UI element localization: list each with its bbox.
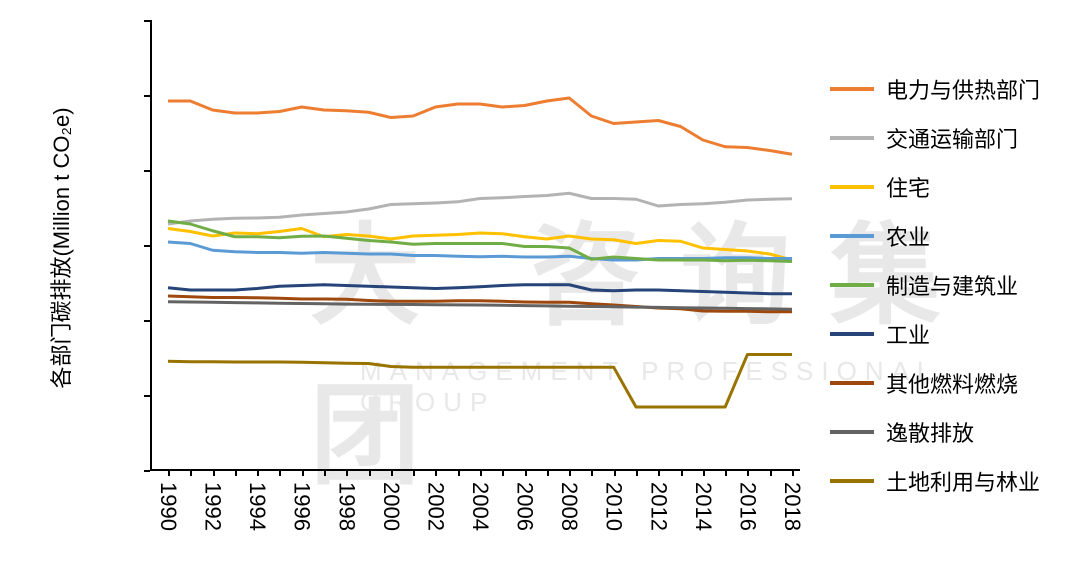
legend-swatch — [830, 234, 874, 238]
x-tick-mark — [658, 470, 660, 476]
x-tick-mark — [346, 470, 348, 476]
x-tick-mark — [168, 470, 170, 476]
legend-label: 制造与建筑业 — [886, 269, 1018, 301]
x-tick-label: 2006 — [512, 482, 538, 531]
x-tick-mark — [747, 470, 749, 476]
x-tick-label: 2008 — [556, 482, 582, 531]
x-tick-label: 2018 — [779, 482, 805, 531]
legend-label: 电力与供热部门 — [886, 73, 1040, 105]
x-tick-label: 2010 — [601, 482, 627, 531]
x-tick-label: 2000 — [378, 482, 404, 531]
x-tick-mark — [302, 470, 304, 476]
legend-item: 交通运输部门 — [830, 113, 1040, 162]
x-tick-label: 1996 — [289, 482, 315, 531]
x-tick-mark — [279, 470, 281, 476]
x-tick-mark — [435, 470, 437, 476]
x-tick-mark — [480, 470, 482, 476]
legend-label: 农业 — [886, 220, 930, 252]
legend-swatch — [830, 430, 874, 434]
legend-item: 电力与供热部门 — [830, 64, 1040, 113]
y-tick-mark — [144, 20, 150, 22]
legend-label: 住宅 — [886, 171, 930, 203]
x-tick-mark — [725, 470, 727, 476]
series-line — [168, 285, 792, 294]
y-axis-label: 各部门碳排放(Million t CO₂e) — [44, 48, 76, 448]
y-tick-mark — [144, 395, 150, 397]
x-tick-mark — [636, 470, 638, 476]
legend-swatch — [830, 185, 874, 189]
x-tick-mark — [391, 470, 393, 476]
x-tick-mark — [792, 470, 794, 476]
y-tick-mark — [144, 320, 150, 322]
x-tick-mark — [213, 470, 215, 476]
legend-swatch — [830, 381, 874, 385]
legend: 电力与供热部门交通运输部门住宅农业制造与建筑业工业其他燃料燃烧逸散排放土地利用与… — [830, 64, 1040, 505]
legend-item: 农业 — [830, 211, 1040, 260]
x-tick-label: 2004 — [467, 482, 493, 531]
x-tick-label: 1990 — [155, 482, 181, 531]
x-tick-mark — [257, 470, 259, 476]
plot-area — [150, 20, 800, 470]
x-tick-mark — [547, 470, 549, 476]
x-tick-label: 1998 — [333, 482, 359, 531]
line-series-svg — [150, 20, 800, 470]
x-tick-mark — [681, 470, 683, 476]
x-tick-mark — [413, 470, 415, 476]
legend-item: 其他燃料燃烧 — [830, 358, 1040, 407]
legend-swatch — [830, 283, 874, 287]
x-tick-mark — [190, 470, 192, 476]
x-tick-label: 1994 — [244, 482, 270, 531]
legend-item: 工业 — [830, 309, 1040, 358]
legend-label: 交通运输部门 — [886, 122, 1018, 154]
legend-item: 制造与建筑业 — [830, 260, 1040, 309]
x-tick-mark — [703, 470, 705, 476]
x-tick-label: 2016 — [734, 482, 760, 531]
series-line — [168, 302, 792, 310]
x-tick-mark — [770, 470, 772, 476]
legend-swatch — [830, 136, 874, 140]
x-tick-mark — [324, 470, 326, 476]
legend-label: 工业 — [886, 318, 930, 350]
x-tick-mark — [591, 470, 593, 476]
x-tick-mark — [369, 470, 371, 476]
x-tick-mark — [458, 470, 460, 476]
x-tick-mark — [502, 470, 504, 476]
y-tick-mark — [144, 95, 150, 97]
x-tick-label: 2002 — [422, 482, 448, 531]
legend-swatch — [830, 479, 874, 483]
legend-label: 其他燃料燃烧 — [886, 367, 1018, 399]
x-tick-label: 2012 — [645, 482, 671, 531]
x-tick-mark — [614, 470, 616, 476]
x-tick-label: 1992 — [200, 482, 226, 531]
y-tick-mark — [144, 245, 150, 247]
legend-item: 逸散排放 — [830, 407, 1040, 456]
legend-swatch — [830, 87, 874, 91]
legend-swatch — [830, 332, 874, 336]
x-tick-mark — [569, 470, 571, 476]
x-tick-mark — [525, 470, 527, 476]
series-line — [168, 355, 792, 408]
legend-item: 土地利用与林业 — [830, 456, 1040, 505]
y-tick-mark — [144, 170, 150, 172]
series-line — [168, 98, 792, 154]
x-tick-label: 2014 — [690, 482, 716, 531]
y-tick-mark — [144, 470, 150, 472]
legend-item: 住宅 — [830, 162, 1040, 211]
legend-label: 逸散排放 — [886, 416, 974, 448]
legend-label: 土地利用与林业 — [886, 465, 1040, 497]
chart-container: 大 咨询集团 MANAGEMENT PROFESSIONAL GROUP 各部门… — [0, 0, 1080, 564]
x-tick-mark — [235, 470, 237, 476]
series-line — [168, 193, 792, 224]
